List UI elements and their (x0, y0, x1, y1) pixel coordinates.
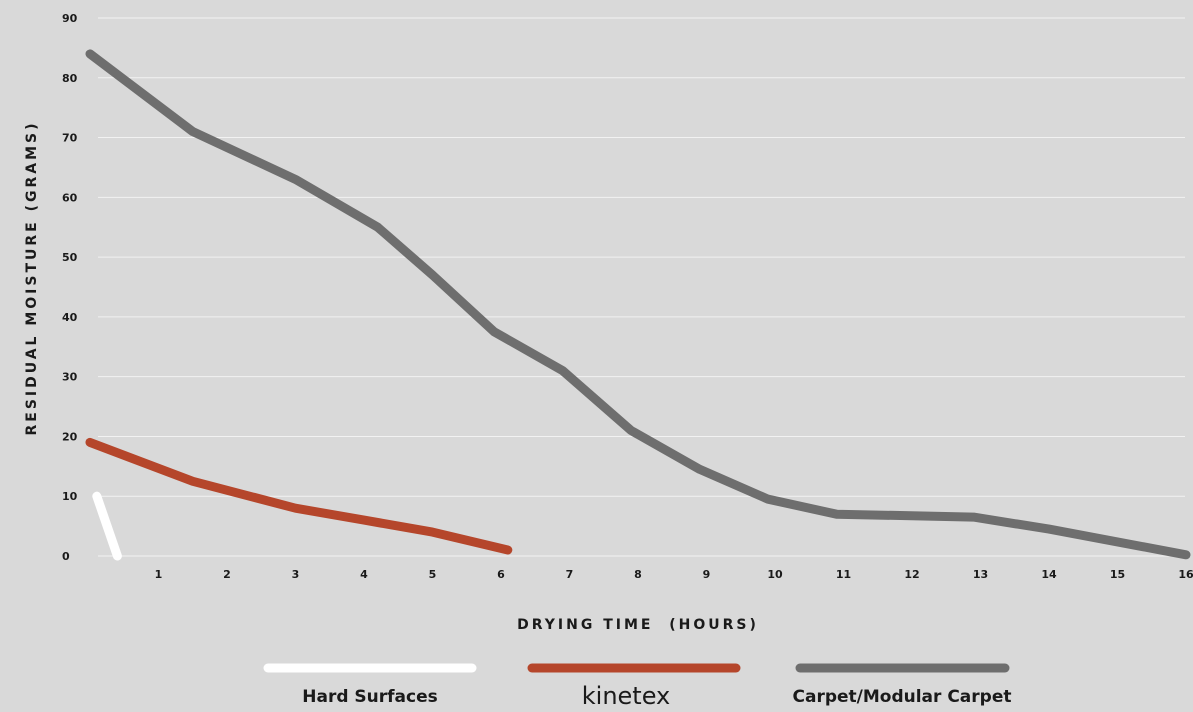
y-tick-label: 60 (62, 191, 78, 204)
legend-label: Hard Surfaces (302, 687, 438, 707)
x-tick-label: 5 (429, 568, 437, 581)
x-tick-label: 11 (836, 568, 851, 581)
legend-label: kinetex (582, 682, 671, 710)
series-line (90, 54, 1186, 555)
x-tick-label: 15 (1110, 568, 1125, 581)
y-axis-title: RESIDUAL MOISTURE (GRAMS) (24, 120, 40, 435)
x-tick-label: 1 (155, 568, 163, 581)
x-tick-label: 14 (1041, 568, 1057, 581)
y-tick-label: 50 (62, 251, 78, 264)
y-tick-label: 80 (62, 72, 78, 85)
legend-label: Carpet/Modular Carpet (793, 687, 1012, 707)
x-tick-label: 9 (703, 568, 711, 581)
x-tick-label: 4 (360, 568, 368, 581)
y-tick-label: 90 (62, 12, 78, 25)
x-tick-label: 7 (566, 568, 574, 581)
y-tick-label: 20 (62, 430, 78, 443)
x-tick-label: 8 (634, 568, 642, 581)
y-axis-ticks: 0 10 20 30 40 50 60 70 80 90 (62, 12, 78, 563)
x-tick-label: 16 (1178, 568, 1193, 581)
series-lines (90, 54, 1186, 556)
x-tick-label: 10 (767, 568, 783, 581)
x-tick-label: 2 (223, 568, 231, 581)
y-tick-label: 30 (62, 371, 78, 384)
y-tick-label: 10 (62, 490, 78, 503)
x-tick-label: 12 (904, 568, 919, 581)
x-axis-ticks: 1 2 3 4 5 6 7 8 9 10 11 12 13 14 15 16 (155, 568, 1193, 581)
y-tick-label: 70 (62, 132, 78, 145)
x-tick-label: 6 (497, 568, 505, 581)
y-tick-label: 0 (62, 550, 70, 563)
legend: Hard Surfaces kinetex Carpet/Modular Carpe… (268, 668, 1012, 710)
x-axis-title: DRYING TIME (HOURS) (517, 617, 759, 633)
x-tick-label: 13 (973, 568, 988, 581)
x-tick-label: 3 (292, 568, 300, 581)
y-tick-label: 40 (62, 311, 78, 324)
grid-lines (98, 18, 1185, 556)
series-line (97, 496, 118, 556)
